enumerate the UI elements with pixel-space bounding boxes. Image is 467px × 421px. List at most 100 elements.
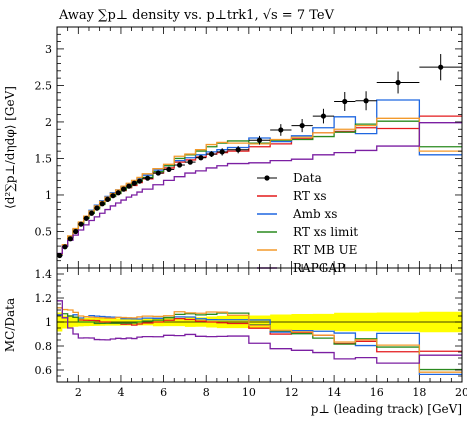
- data-point: [163, 166, 175, 173]
- x-tick-label: 14: [327, 386, 341, 399]
- legend-label: Data: [293, 171, 322, 185]
- data-point-marker: [110, 193, 116, 199]
- data-point-marker: [83, 215, 89, 221]
- data-point: [115, 190, 121, 196]
- y-tick-label: 1.5: [35, 152, 53, 165]
- data-point-marker: [278, 127, 284, 133]
- y-tick-label: 2: [45, 116, 52, 129]
- data-point: [67, 236, 73, 242]
- data-point: [136, 178, 143, 184]
- data-point: [120, 186, 127, 192]
- data-point-marker: [256, 137, 263, 143]
- data-point-marker: [208, 151, 215, 157]
- data-point: [94, 205, 100, 211]
- data-point-marker: [78, 221, 84, 227]
- data-point-marker: [121, 186, 127, 192]
- x-tick-label: 10: [242, 386, 256, 399]
- y-tick-label: 3: [45, 43, 52, 56]
- ratio-y-tick-label: 1: [45, 316, 52, 329]
- data-point: [104, 196, 111, 202]
- data-point: [355, 91, 377, 111]
- legend-marker-dot: [264, 175, 270, 181]
- data-point: [110, 193, 116, 199]
- data-point: [376, 71, 420, 94]
- legend-label: RT xs limit: [293, 225, 358, 239]
- y-axis-label-main: ⟨d²∑p⊥/dηdφ⟩ [GeV]: [3, 86, 17, 209]
- data-point-marker: [89, 210, 95, 216]
- data-point-marker: [115, 190, 121, 196]
- y-tick-label: 1: [45, 189, 52, 202]
- data-point-marker: [94, 205, 100, 211]
- legend-label: RT xs: [293, 189, 327, 203]
- data-point-marker: [105, 196, 111, 202]
- ratio-y-tick-label: 1.4: [35, 268, 53, 281]
- ratio-y-tick-label: 1.2: [35, 292, 53, 305]
- legend-label: Amb xs: [292, 207, 337, 221]
- data-point: [312, 108, 335, 124]
- x-tick-label: 12: [284, 386, 298, 399]
- legend-item-amb-xs: Amb xs: [257, 207, 337, 221]
- data-point: [99, 201, 105, 207]
- data-point-marker: [363, 98, 369, 104]
- data-point-marker: [299, 122, 305, 129]
- legend-item-rt-xs-limit: RT xs limit: [257, 225, 358, 239]
- data-point-marker: [219, 149, 225, 155]
- data-point: [72, 228, 79, 235]
- data-point: [206, 151, 217, 157]
- data-point-marker: [438, 64, 444, 70]
- legend-item-data: Data: [257, 171, 322, 185]
- series-rapgap: [57, 122, 462, 255]
- y-tick-label: 0.5: [35, 225, 53, 238]
- data-point-marker: [166, 166, 172, 173]
- data-point-marker: [320, 113, 327, 119]
- data-point-marker: [67, 236, 73, 242]
- data-point: [227, 146, 249, 154]
- x-tick-label: 18: [412, 386, 426, 399]
- ratio-series-rt-mb-ue: [57, 307, 462, 373]
- x-tick-label: 4: [117, 386, 124, 399]
- data-point: [126, 183, 132, 189]
- data-point-marker: [144, 175, 151, 181]
- legend-label: RT MB UE: [293, 243, 357, 257]
- ratio-series-rt-xs-limit: [57, 307, 462, 371]
- series-rt-mb-ue: [57, 117, 462, 255]
- data-point-marker: [198, 155, 204, 161]
- data-point: [131, 180, 137, 186]
- data-point-marker: [62, 244, 68, 250]
- x-tick-label: 16: [370, 386, 384, 399]
- x-axis-label: p⊥ (leading track) [GeV]: [311, 402, 462, 416]
- data-point: [78, 221, 84, 227]
- data-point: [291, 119, 313, 133]
- data-point-marker: [395, 79, 401, 86]
- data-point-marker: [235, 147, 241, 153]
- ratio-panel: 2 4 6 8 10 12 14 16 18 20 0.6 0.8 1 1.2 1.4: [35, 27, 467, 399]
- data-point: [142, 175, 153, 181]
- data-point-marker: [155, 170, 161, 176]
- data-point: [419, 54, 462, 81]
- data-point: [62, 244, 68, 250]
- data-point-marker: [131, 180, 137, 186]
- ratio-series-rapgap: [57, 300, 462, 364]
- x-tick-label: 8: [203, 386, 210, 399]
- data-point-marker: [342, 98, 348, 105]
- data-point: [57, 252, 63, 259]
- ratio-y-tick-label: 0.8: [35, 340, 53, 353]
- data-point: [174, 162, 185, 168]
- data-point: [195, 155, 207, 161]
- y-tick-label: 2.5: [35, 79, 53, 92]
- x-tick-label: 20: [455, 386, 467, 399]
- x-tick-label: 6: [160, 386, 167, 399]
- data-point-marker: [99, 201, 105, 207]
- main-panel: 0.5 1 1.5 2 2.5 3 Data RT xs Amb xs RT xs limit RT…: [35, 26, 463, 275]
- data-point: [184, 159, 196, 165]
- data-point: [152, 170, 164, 176]
- data-point: [334, 91, 356, 111]
- data-point: [216, 148, 228, 156]
- data-point: [83, 215, 89, 221]
- data-point-marker: [73, 228, 79, 235]
- data-point-marker: [176, 162, 183, 168]
- ratio-y-tick-label: 0.6: [35, 364, 53, 377]
- data-point-marker: [136, 178, 143, 184]
